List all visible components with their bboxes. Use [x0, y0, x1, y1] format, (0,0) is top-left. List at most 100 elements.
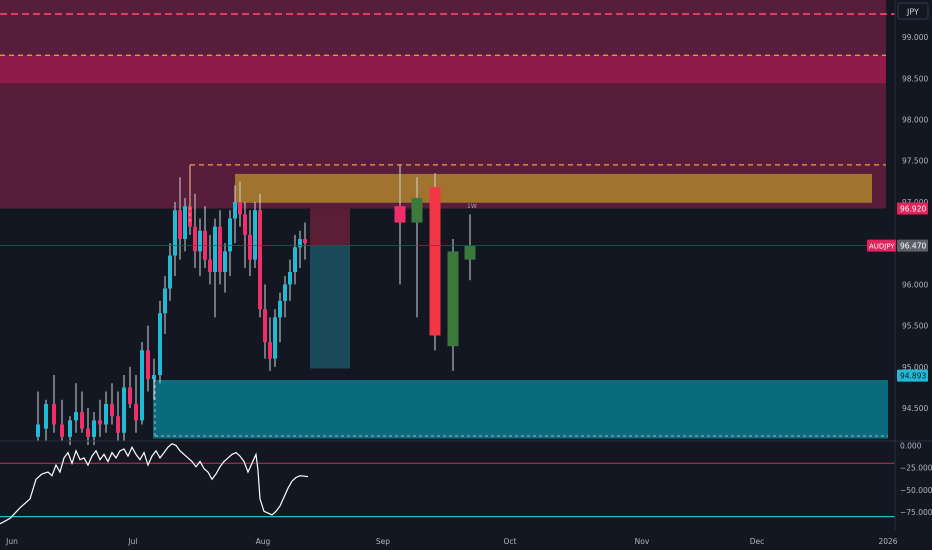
- price-axis: 99.00098.50098.00097.50097.00096.50096.0…: [867, 33, 928, 413]
- time-tick-label: Aug: [256, 537, 271, 546]
- timeframe-label: 1W: [467, 203, 477, 210]
- lower-price-label: 94.893: [900, 372, 926, 381]
- daily-candle: [293, 247, 297, 273]
- daily-candle: [283, 284, 287, 301]
- daily-candle: [128, 387, 132, 404]
- daily-candle: [248, 234, 252, 260]
- price-candles: [36, 164, 476, 446]
- symbol-tag-bg: [867, 239, 896, 252]
- upper-price-label: 96.920: [900, 205, 926, 214]
- daily-candle: [238, 201, 242, 215]
- time-tick-label: Sep: [376, 537, 390, 546]
- daily-candle: [86, 428, 90, 437]
- daily-candle: [253, 210, 257, 260]
- price-tick-label: 97.500: [902, 157, 928, 166]
- daily-candle: [80, 412, 84, 429]
- time-tick-label: Jul: [127, 537, 137, 546]
- daily-candle: [146, 350, 150, 380]
- price-tick-label: 94.500: [902, 404, 928, 413]
- daily-candle: [60, 424, 64, 437]
- weekly-candle: [464, 245, 476, 260]
- daily-candle: [188, 206, 192, 227]
- price-tick-label: 98.000: [902, 116, 928, 125]
- daily-candle: [203, 230, 207, 260]
- weekly-candle: [447, 251, 459, 347]
- daily-candle: [74, 412, 78, 421]
- zone-supply: [0, 0, 886, 209]
- daily-candle: [152, 375, 156, 380]
- indicator-tick-label: −25.000: [900, 464, 932, 473]
- daily-candle: [223, 251, 227, 273]
- daily-candle: [158, 313, 162, 376]
- daily-candle: [98, 420, 102, 425]
- daily-candle: [163, 288, 167, 314]
- daily-candle: [198, 230, 202, 252]
- daily-candle: [258, 210, 262, 310]
- price-tick-label: 96.000: [902, 280, 928, 289]
- daily-candle: [173, 210, 177, 256]
- price-zones: [0, 0, 888, 439]
- daily-candle: [122, 387, 126, 433]
- time-tick-label: Jun: [5, 537, 18, 546]
- daily-candle: [140, 350, 144, 421]
- zone-supply-band: [0, 55, 886, 84]
- daily-candle: [134, 403, 138, 421]
- daily-candle: [178, 210, 182, 240]
- currency-badge-label: JPY: [906, 8, 919, 17]
- daily-candle: [233, 201, 237, 219]
- current-price-label: 96.470: [900, 242, 926, 251]
- daily-candle: [288, 272, 292, 285]
- stop-loss-box: [310, 208, 350, 246]
- time-tick-label: Dec: [750, 537, 765, 546]
- daily-candle: [208, 259, 212, 273]
- time-tick-label: Oct: [504, 537, 517, 546]
- daily-candle: [218, 226, 222, 273]
- price-tick-label: 95.000: [902, 363, 928, 372]
- time-axis: Jun Jul Aug Sep Oct Nov Dec 2026: [5, 537, 898, 546]
- daily-candle: [92, 420, 96, 437]
- daily-candle: [303, 239, 307, 244]
- daily-candle: [110, 403, 114, 417]
- daily-candle: [52, 403, 56, 425]
- daily-candle: [68, 420, 72, 437]
- price-tick-label: 95.500: [902, 322, 928, 331]
- daily-candle: [193, 226, 197, 252]
- time-tick-label: 2026: [878, 537, 897, 546]
- upper-price-label-bg: [897, 202, 928, 215]
- take-profit-box: [310, 245, 350, 369]
- zone-demand: [153, 380, 888, 439]
- daily-candle: [44, 403, 48, 429]
- daily-candle: [168, 255, 172, 289]
- currency-badge[interactable]: JPY: [897, 2, 929, 20]
- indicator-tick-label: −50.000: [900, 486, 932, 495]
- weekly-candle: [411, 197, 423, 223]
- daily-candle: [104, 403, 108, 425]
- daily-candle: [273, 317, 277, 359]
- weekly-candle: [394, 206, 406, 223]
- indicator-tick-label: 0.000: [900, 441, 922, 450]
- daily-candle: [243, 214, 247, 235]
- indicator-tick-label: −75.000: [900, 508, 932, 517]
- price-tick-label: 97.000: [902, 198, 928, 207]
- daily-candle: [228, 218, 232, 252]
- daily-candle: [298, 239, 302, 248]
- daily-candle: [36, 424, 40, 437]
- price-levels: [0, 13, 895, 437]
- current-price-label-bg: [897, 239, 928, 252]
- daily-candle: [183, 206, 187, 240]
- price-tick-label: 98.500: [902, 74, 928, 83]
- symbol-tag: AUDJPY: [869, 243, 895, 251]
- williams-r-pane: [0, 443, 895, 525]
- weekly-candle: [429, 187, 441, 336]
- price-tick-label: 99.000: [902, 33, 928, 42]
- lower-price-label-bg: [897, 369, 928, 382]
- daily-candle: [213, 226, 217, 273]
- time-tick-label: Nov: [635, 537, 650, 546]
- position-boxes: [310, 208, 350, 369]
- zone-gold: [235, 173, 872, 203]
- daily-candle: [268, 342, 272, 359]
- wpr-line: [0, 443, 309, 525]
- daily-candle: [278, 300, 282, 318]
- daily-candle: [116, 416, 120, 433]
